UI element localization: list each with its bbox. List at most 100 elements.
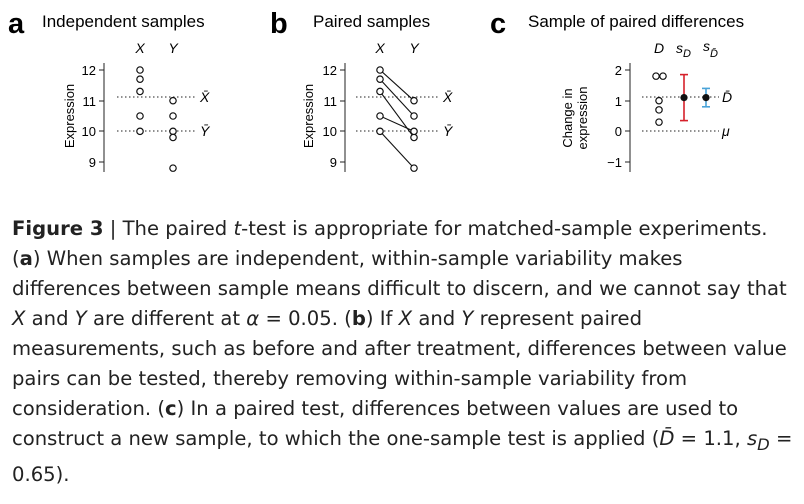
panel-c-ylabel-2: expression xyxy=(575,87,590,150)
panel-c-d-label: D xyxy=(654,40,664,56)
figure-3-panels: a Independent samples X Y Expression 12 … xyxy=(8,8,744,172)
panel-a-y-point-1 xyxy=(169,112,177,120)
panel-b-y-point-4 xyxy=(410,164,418,172)
panel-b-title: Paired samples xyxy=(313,12,430,31)
panel-a-tick-11: 11 xyxy=(83,94,97,109)
caption-s6: ) If xyxy=(365,307,393,330)
panel-b-y-point-0 xyxy=(410,96,418,105)
panel-a-tick-9: 9 xyxy=(89,155,96,170)
panel-b-xbar-label: X̄ xyxy=(442,89,453,105)
panel-c-title: Sample of paired differences xyxy=(528,12,744,31)
caption-and-2: and xyxy=(418,307,456,330)
panel-c-tick-1: 1 xyxy=(615,94,622,109)
caption-alpha: α xyxy=(246,307,260,330)
panel-b-x-point-0 xyxy=(376,66,384,74)
caption-s1: The paired xyxy=(122,217,228,240)
panel-a-title: Independent samples xyxy=(42,12,205,31)
panel-b-points xyxy=(376,66,418,172)
panel-c: c Sample of paired differences D sD sD̄ … xyxy=(490,8,744,172)
caption-s3: ) When samples are independent, within-s… xyxy=(12,247,787,300)
caption-bar: | xyxy=(109,217,117,240)
caption-sd-s: s xyxy=(746,427,758,450)
panel-c-mu-label: μ xyxy=(721,123,730,139)
caption-t: t xyxy=(233,217,242,240)
caption-b: b xyxy=(351,307,366,330)
caption-sd: sD xyxy=(746,427,770,454)
panel-c-ticks xyxy=(625,69,630,163)
caption-figure-number: Figure 3 xyxy=(12,217,104,240)
panel-a-letter: a xyxy=(8,8,25,40)
panel-b-ylabel: Expression xyxy=(301,84,316,148)
panel-b-tick-11: 11 xyxy=(324,94,338,109)
panel-a-x-point-1 xyxy=(136,75,144,84)
caption-y: Y xyxy=(74,307,87,330)
panel-c-sdbar-sub: D̄ xyxy=(710,47,718,60)
panel-a-points xyxy=(136,66,177,172)
panel-b-ticks xyxy=(340,69,345,163)
panel-a-x-point-3 xyxy=(136,112,144,120)
panel-b-pair-line-3 xyxy=(379,115,415,132)
caption-s7: represent paired measurements, such as b… xyxy=(12,307,787,420)
panel-b-letter: b xyxy=(270,8,288,40)
panel-c-sdbar-mean-point xyxy=(702,94,710,102)
panel-b-pair-line-4 xyxy=(379,130,415,169)
panel-b-pair-line-0 xyxy=(379,69,415,102)
panel-b-tick-9: 9 xyxy=(330,155,337,170)
panel-a: a Independent samples X Y Expression 12 … xyxy=(8,8,211,172)
panel-a-tick-10: 10 xyxy=(82,124,96,139)
panel-b-y-point-2 xyxy=(410,133,418,142)
panel-a-tick-12: 12 xyxy=(82,63,96,78)
panel-c-d-point-0 xyxy=(652,72,660,80)
panel-b-ybar-label: Ȳ xyxy=(443,123,454,139)
panel-a-y-point-0 xyxy=(169,96,177,105)
caption-s10: = 0.65). xyxy=(12,427,793,486)
panel-b-y-point-3 xyxy=(410,127,418,136)
panel-c-tick-2: 2 xyxy=(615,63,622,78)
panel-a-ylabel: Expression xyxy=(62,84,77,148)
panel-c-d-point-4 xyxy=(655,118,663,126)
panel-b: b Paired samples X Y Expression 12 11 10… xyxy=(270,8,454,172)
panel-a-y-point-4 xyxy=(169,164,177,172)
panel-a-y-label: Y xyxy=(168,40,179,56)
panel-b-x-point-4 xyxy=(376,127,384,136)
panel-b-tick-10: 10 xyxy=(323,124,337,139)
panel-c-sd-sub: D xyxy=(683,48,691,60)
panel-b-x-point-1 xyxy=(376,75,384,84)
caption-x-2: X xyxy=(398,307,413,330)
caption-and: and xyxy=(31,307,69,330)
panel-a-ybar-label: Ȳ xyxy=(200,123,211,139)
figure-caption: Figure 3 | The paired t-test is appropri… xyxy=(12,214,794,490)
panel-a-ticks xyxy=(99,69,104,163)
panel-b-x-label: X xyxy=(374,40,385,56)
panel-c-d-point-1 xyxy=(659,72,667,80)
panel-c-sdbar-label: sD̄ xyxy=(703,38,718,60)
caption-s2: -test is appropriate for matched-sample … xyxy=(12,217,768,270)
panel-b-tick-12: 12 xyxy=(323,63,337,78)
caption-sd-sub: D xyxy=(757,434,770,454)
panel-c-sd-s: s xyxy=(676,40,683,56)
caption-c: c xyxy=(165,397,177,420)
caption-a: a xyxy=(19,247,33,270)
panel-b-y-label: Y xyxy=(409,40,420,56)
caption-text: Figure 3 | The paired t-test is appropri… xyxy=(12,214,794,490)
panel-c-tick-minus1: −1 xyxy=(607,155,622,170)
panel-a-x-point-2 xyxy=(136,87,144,96)
panel-b-pair-line-2 xyxy=(379,91,415,138)
panel-a-x-point-0 xyxy=(136,66,144,74)
panel-b-y-point-1 xyxy=(410,112,418,120)
panel-a-x-label: X xyxy=(134,40,145,56)
panel-c-d-point-2 xyxy=(655,96,663,105)
panel-c-ylabel-1: Change in xyxy=(560,88,575,147)
caption-s5: = 0.05. ( xyxy=(265,307,352,330)
panel-b-x-point-3 xyxy=(376,112,384,120)
panel-c-d-point-3 xyxy=(655,106,663,114)
panel-a-y-point-3 xyxy=(169,133,177,142)
caption-s4: are different at xyxy=(92,307,241,330)
panel-a-y-point-2 xyxy=(169,127,177,136)
panel-b-pair-line-1 xyxy=(379,78,415,117)
panel-c-letter: c xyxy=(490,8,506,40)
panel-c-sdbar-s: s xyxy=(703,38,710,54)
caption-s8: ) In a paired test, differences between … xyxy=(12,397,739,450)
panel-a-x-point-4 xyxy=(136,127,144,136)
panel-c-tick-0: 0 xyxy=(615,124,622,139)
